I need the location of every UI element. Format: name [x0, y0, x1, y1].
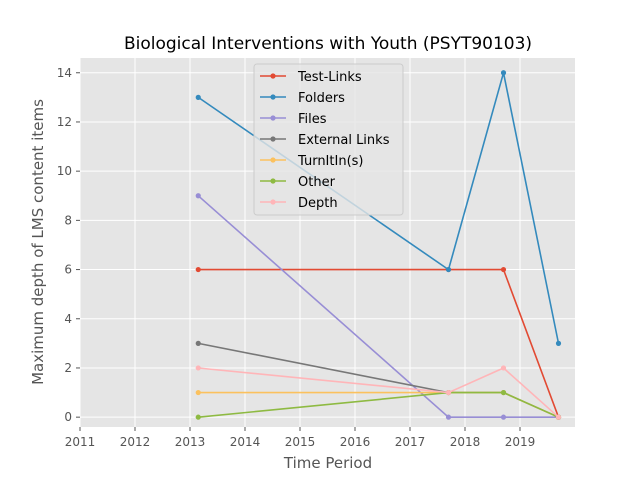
data-point: [195, 94, 201, 100]
y-tick-label: 0: [64, 410, 72, 424]
y-tick-label: 14: [57, 66, 72, 80]
data-point: [555, 340, 562, 346]
y-tick-label: 4: [64, 312, 72, 326]
x-tick-label: 2017: [395, 435, 426, 449]
x-tick-label: 2015: [285, 435, 316, 449]
legend-label: Other: [298, 175, 336, 190]
x-axis-label: Time Period: [283, 454, 372, 472]
legend-label: Depth: [298, 196, 338, 211]
x-tick-label: 2013: [175, 435, 206, 449]
axis-ticks: 2011 2012 2013 2014 2015 2016 2017 2018 2019 0 2 4 6…: [57, 66, 536, 449]
legend-swatch-marker: [270, 199, 276, 205]
x-tick-label: 2011: [65, 435, 96, 449]
x-tick-label: 2016: [340, 435, 371, 449]
data-point: [195, 365, 201, 371]
data-point: [500, 365, 507, 371]
series-line: [198, 367, 560, 418]
x-tick-label: 2019: [505, 435, 536, 449]
legend-label: Folders: [298, 91, 345, 106]
series-line: [198, 268, 560, 418]
data-point: [445, 389, 452, 396]
y-axis-label: Maximum depth of LMS content items: [29, 99, 47, 385]
y-tick-label: 10: [57, 164, 72, 178]
y-tick-label: 2: [64, 361, 72, 375]
data-point: [500, 266, 507, 273]
x-tick-label: 2012: [120, 435, 151, 449]
y-tick-label: 6: [64, 263, 72, 277]
series-lines: [195, 70, 562, 420]
data-point: [445, 414, 452, 420]
x-tick-label: 2014: [230, 435, 261, 449]
y-tick-label: 12: [57, 115, 72, 129]
legend-swatch-marker: [270, 178, 276, 184]
data-point: [195, 266, 201, 273]
legend-box: [253, 63, 404, 216]
data-point: [195, 340, 201, 346]
legend-label: TurnItIn(s): [297, 154, 363, 169]
legend-swatch-marker: [270, 94, 276, 100]
legend-label: External Links: [298, 133, 390, 148]
data-point: [195, 414, 201, 420]
data-point: [500, 389, 507, 396]
legend-swatch-marker: [270, 73, 276, 79]
data-point: [445, 266, 452, 273]
series-line: [197, 195, 559, 419]
data-point: [195, 389, 201, 396]
data-point: [500, 70, 507, 76]
data-point: [500, 414, 507, 420]
data-point: [195, 193, 201, 199]
legend-swatch-marker: [270, 136, 276, 142]
chart-title: Biological Interventions with Youth (PSY…: [124, 34, 532, 54]
legend: Test-Links Folders Files External Links Turn…: [253, 63, 404, 216]
legend-label: Files: [298, 112, 327, 127]
series-line: [198, 391, 559, 418]
data-point: [555, 414, 562, 420]
y-tick-label: 8: [64, 213, 72, 227]
legend-swatch-marker: [270, 157, 276, 163]
legend-swatch-marker: [270, 115, 276, 121]
x-tick-label: 2018: [450, 435, 481, 449]
legend-label: Test-Links: [297, 70, 362, 85]
